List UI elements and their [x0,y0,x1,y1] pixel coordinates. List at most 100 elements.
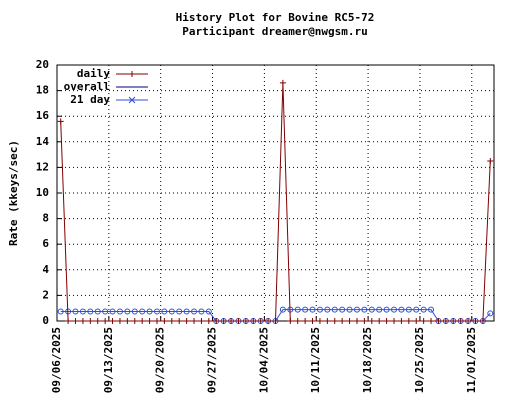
y-axis-label: Rate (kkeys/sec) [7,140,20,246]
point-marker [191,308,198,315]
point-marker [176,308,183,315]
point-marker [450,318,457,324]
point-marker [168,308,175,315]
y-tick-label: 20 [36,58,49,71]
point-marker [368,318,375,324]
point-marker [428,306,435,313]
point-marker [309,318,316,324]
point-marker [353,318,360,324]
point-marker [87,308,94,315]
y-tick-label: 16 [36,109,50,122]
point-marker [102,308,109,315]
y-tick-label: 4 [42,263,49,276]
point-marker [391,306,398,313]
y-tick-label: 12 [36,160,49,173]
point-marker [405,318,412,324]
y-tick-label: 0 [42,314,49,327]
y-tick-label: 18 [36,84,49,97]
point-marker [146,318,153,324]
point-marker [65,318,72,324]
legend-label: overall [64,80,110,93]
point-marker [257,318,264,324]
x-tick-label: 10/11/2025 [309,327,322,393]
point-marker [324,306,331,313]
point-marker [176,318,183,324]
point-marker [265,318,272,324]
point-marker [235,318,242,324]
point-marker [294,318,301,324]
point-marker [139,318,146,324]
point-marker [324,318,331,324]
point-marker [413,318,420,324]
point-marker [339,318,346,324]
point-marker [361,318,368,324]
chart-subtitle: Participant dreamer@nwgsm.ru [182,25,367,38]
point-marker [220,318,227,324]
point-marker [72,308,79,315]
point-marker [368,306,375,313]
plot-frame [56,64,495,322]
y-tick-label: 10 [36,186,49,199]
point-marker [131,308,138,315]
legend-label: daily [77,67,110,80]
point-marker [116,318,123,324]
point-marker [94,308,101,315]
point-marker [398,318,405,324]
point-marker [376,318,383,324]
point-marker [316,306,323,313]
point-marker [279,79,286,86]
point-marker [457,318,464,324]
point-marker [242,318,249,324]
x-tick-label: 10/25/2025 [413,327,426,393]
point-marker [487,158,494,164]
point-marker [413,306,420,313]
point-marker [153,308,160,315]
point-marker [72,318,79,324]
point-marker [442,318,449,324]
point-marker [153,318,160,324]
point-marker [428,318,435,324]
point-marker [383,306,390,313]
point-marker [316,318,323,324]
point-marker [479,318,486,324]
point-marker [124,318,131,324]
point-marker [109,318,116,324]
point-marker [287,318,294,324]
point-marker [331,306,338,313]
x-tick-label: 09/27/2025 [206,327,219,393]
x-tick-label: 10/04/2025 [257,327,270,393]
point-marker [124,308,131,315]
point-marker [331,318,338,324]
point-marker [109,308,116,315]
legend-marker [129,71,135,77]
point-marker [161,318,168,324]
point-marker [346,306,353,313]
point-marker [87,318,94,324]
x-tick-label: 09/20/2025 [154,327,167,393]
point-marker [487,310,494,317]
chart-title: History Plot for Bovine RC5-72 [176,11,375,24]
point-marker [139,308,146,315]
point-marker [398,306,405,313]
point-marker [309,306,316,313]
point-marker [228,318,235,324]
point-marker [131,318,138,324]
point-marker [405,306,412,313]
point-marker [435,318,442,324]
point-marker [198,308,205,315]
point-marker [420,318,427,324]
y-tick-label: 2 [42,288,49,301]
point-marker [57,308,64,315]
series-line [60,82,491,322]
x-tick-label: 10/18/2025 [361,327,374,393]
point-marker [294,306,301,313]
point-marker [205,308,212,315]
point-marker [183,308,190,315]
point-marker [465,318,472,324]
point-marker [146,308,153,315]
x-tick-label: 09/13/2025 [102,327,115,393]
legend-marker [128,96,136,104]
point-marker [191,318,198,324]
point-marker [302,318,309,324]
